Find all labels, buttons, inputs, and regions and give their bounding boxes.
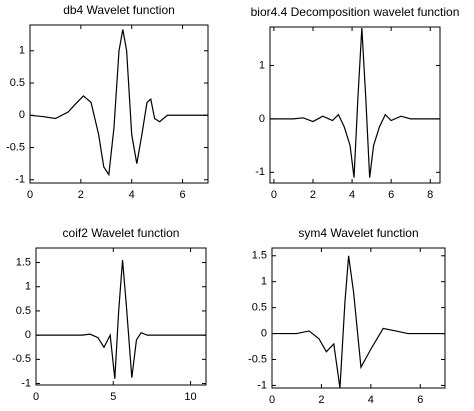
y-tick-label: -1 [255,166,265,178]
x-tick-label: 8 [427,189,433,201]
subplot-title: db4 Wavelet function [63,3,175,17]
y-tick-label: 0 [259,113,265,125]
x-tick-label: 4 [349,189,355,201]
axes-box [271,247,446,389]
x-tick-label: 6 [388,189,394,201]
x-tick-label: 0 [271,189,277,201]
x-tick-label: 0 [27,189,33,201]
y-tick-label: 1.5 [252,250,267,262]
x-tick-label: 2 [78,189,84,201]
y-tick-label: 0.5 [10,77,25,89]
x-tick-label: 10 [184,391,196,403]
axes-box [35,247,207,386]
x-tick-label: 4 [129,189,135,201]
x-tick-label: 6 [417,394,423,406]
subplot-title: sym4 Wavelet function [298,226,418,240]
x-tick-label: 6 [180,189,186,201]
y-tick-label: 1 [259,59,265,71]
subplot-title: coif2 Wavelet function [63,226,180,240]
y-tick-label: 1 [25,281,31,293]
y-tick-label: -1 [15,174,25,186]
y-tick-label: 1 [261,276,267,288]
wavelet-line [29,29,208,177]
wavelet-line [272,255,445,389]
y-tick-label: -1 [257,379,267,391]
x-tick-label: 5 [110,391,116,403]
x-tick-label: 0 [33,391,39,403]
y-tick-label: 1.5 [16,256,31,268]
y-tick-label: 0 [261,327,267,339]
y-tick-label: -0.5 [6,141,25,153]
y-tick-label: 0.5 [16,305,31,317]
x-tick-label: 0 [269,394,275,406]
wavelet-line [36,260,206,379]
y-tick-label: 0 [25,329,31,341]
x-tick-label: 2 [318,394,324,406]
y-tick-label: -0.5 [12,353,31,365]
y-tick-label: -0.5 [248,353,267,365]
y-tick-label: 1 [19,45,25,57]
subplot-title: bior4.4 Decomposition wavelet function [251,5,460,19]
y-tick-label: 0.5 [252,302,267,314]
x-tick-label: 2 [310,189,316,201]
x-tick-label: 4 [368,394,374,406]
wavelet-line [270,28,440,178]
y-tick-label: -1 [21,377,31,389]
y-tick-label: 0 [19,109,25,121]
